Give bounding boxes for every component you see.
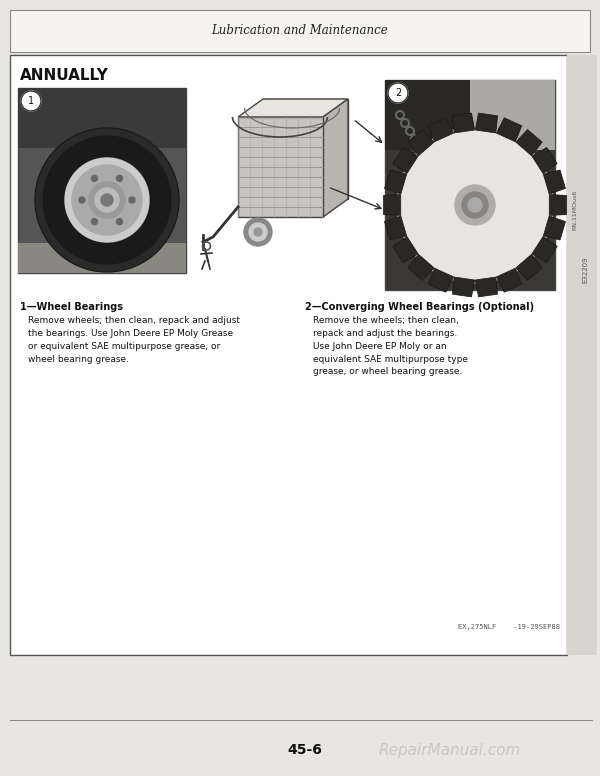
Text: RN,11MOus6: RN,11MOus6 — [572, 190, 577, 230]
Polygon shape — [238, 99, 348, 117]
Circle shape — [91, 219, 97, 224]
Text: 45-6: 45-6 — [287, 743, 322, 757]
Bar — [385, 80, 470, 150]
Circle shape — [397, 127, 553, 283]
Bar — [10, 10, 590, 52]
Circle shape — [79, 197, 85, 203]
Polygon shape — [496, 268, 522, 293]
Bar — [385, 80, 555, 290]
Polygon shape — [428, 118, 454, 142]
Circle shape — [116, 175, 122, 182]
Text: 1—Wheel Bearings: 1—Wheel Bearings — [20, 302, 123, 312]
Polygon shape — [385, 216, 407, 240]
Text: 2: 2 — [395, 88, 401, 98]
Circle shape — [254, 228, 262, 236]
Polygon shape — [383, 195, 401, 216]
Circle shape — [129, 197, 135, 203]
Polygon shape — [532, 237, 557, 262]
Polygon shape — [323, 99, 348, 217]
Text: Lubrication and Maintenance: Lubrication and Maintenance — [212, 25, 388, 37]
Polygon shape — [385, 170, 407, 194]
Text: ANNUALLY: ANNUALLY — [20, 68, 109, 82]
Polygon shape — [496, 118, 522, 142]
Text: EX,275NLF    -19-29SEP88: EX,275NLF -19-29SEP88 — [458, 624, 560, 630]
Circle shape — [91, 175, 97, 182]
Polygon shape — [532, 147, 557, 174]
Circle shape — [468, 198, 482, 212]
Polygon shape — [408, 130, 434, 156]
Polygon shape — [475, 277, 497, 297]
Polygon shape — [428, 268, 454, 293]
Polygon shape — [452, 113, 475, 133]
Polygon shape — [516, 255, 542, 280]
Polygon shape — [549, 195, 566, 216]
Polygon shape — [393, 147, 418, 174]
Polygon shape — [544, 216, 565, 240]
Bar — [18, 243, 186, 273]
Text: 2—Converging Wheel Bearings (Optional): 2—Converging Wheel Bearings (Optional) — [305, 302, 534, 312]
Polygon shape — [263, 99, 348, 199]
Bar — [470, 80, 555, 150]
Circle shape — [35, 128, 179, 272]
Circle shape — [65, 158, 149, 242]
Circle shape — [455, 185, 495, 225]
Circle shape — [244, 218, 272, 246]
Polygon shape — [516, 130, 542, 156]
Circle shape — [462, 192, 488, 218]
Circle shape — [21, 91, 41, 111]
Circle shape — [249, 223, 267, 241]
Text: RepairManual.com: RepairManual.com — [379, 743, 521, 757]
Circle shape — [95, 188, 119, 212]
Polygon shape — [393, 237, 418, 262]
Text: Remove wheels; then clean, repack and adjust
the bearings. Use John Deere EP Mol: Remove wheels; then clean, repack and ad… — [28, 316, 240, 363]
Circle shape — [116, 219, 122, 224]
Polygon shape — [408, 255, 434, 280]
Text: Remove the wheels; then clean,
repack and adjust the bearings.
Use John Deere EP: Remove the wheels; then clean, repack an… — [313, 316, 468, 376]
Text: 1: 1 — [28, 96, 34, 106]
Circle shape — [101, 194, 113, 206]
Bar — [10, 55, 567, 655]
Text: E32209: E32209 — [582, 257, 588, 283]
Circle shape — [72, 165, 142, 235]
Polygon shape — [475, 113, 497, 133]
Circle shape — [388, 83, 408, 103]
Polygon shape — [452, 277, 475, 297]
Circle shape — [89, 182, 125, 218]
Bar — [18, 88, 186, 148]
Polygon shape — [544, 170, 565, 194]
Bar — [18, 88, 186, 273]
Polygon shape — [238, 117, 323, 217]
Bar — [567, 55, 597, 655]
